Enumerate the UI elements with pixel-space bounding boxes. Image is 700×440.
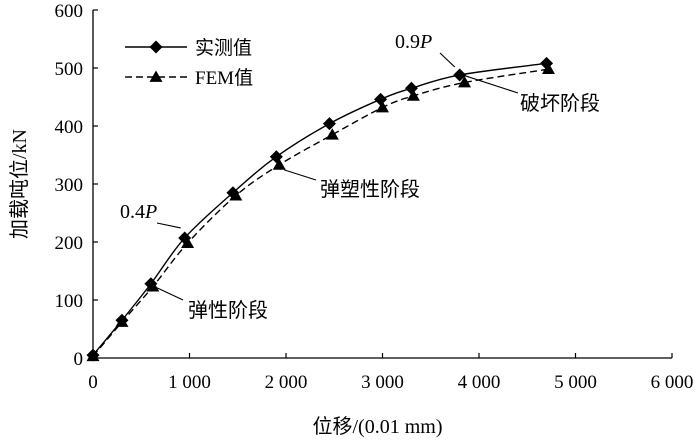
annotation-0.4P: 0.4P [120, 201, 157, 223]
triangle-marker [325, 128, 339, 140]
series-line [92, 68, 549, 357]
annotation-italic: P [144, 201, 157, 223]
x-tick-label: 2 000 [265, 372, 308, 393]
triangle-marker [541, 62, 555, 75]
series-line [92, 62, 547, 356]
x-axis-title: 位移/(0.01 mm) [313, 415, 443, 438]
annotation-failure-stage: 破坏阶段 [520, 92, 600, 115]
triangle-marker [376, 100, 389, 113]
legend-marker [149, 70, 163, 82]
y-tick-label: 500 [55, 59, 84, 80]
annotations: 0.4P 0.9P 弹性阶段 弹塑性阶段 破坏阶段 [120, 31, 600, 322]
y-tick-label: 400 [55, 117, 84, 138]
triangle-marker [458, 76, 472, 88]
triangle-marker [146, 280, 160, 292]
annotation-italic: P [419, 31, 432, 53]
x-tick-label: 4 000 [458, 372, 501, 393]
legend-label: 实测值 [195, 37, 252, 59]
series-layer [86, 56, 555, 362]
y-tick-label: 0 [74, 349, 84, 370]
triangle-marker [115, 315, 129, 327]
x-tick-label: 5 000 [554, 372, 597, 393]
triangle-marker [406, 89, 420, 101]
diamond-marker [374, 92, 388, 106]
legend: 实测值 FEM值 [125, 37, 253, 89]
triangle-marker [86, 349, 100, 362]
diamond-marker [404, 81, 418, 95]
legend-marker [149, 40, 163, 54]
legend-label: FEM值 [195, 67, 253, 89]
leader-line [284, 169, 317, 181]
y-tick-label: 600 [55, 1, 84, 22]
y-tick-label: 100 [55, 291, 84, 312]
leader-line [156, 287, 184, 301]
diamond-marker [453, 68, 467, 82]
y-tick-label: 200 [55, 233, 84, 254]
annotation-elastic-stage: 弹性阶段 [188, 299, 268, 322]
triangle-marker [272, 158, 286, 170]
leader-line [458, 73, 519, 94]
x-tick-label: 0 [88, 372, 98, 393]
x-tick-label: 6 000 [651, 372, 694, 393]
axes: 0 1 000 2 000 3 000 4 000 5 000 6 000 0 100 200 30… [55, 1, 694, 393]
leader-line [156, 222, 181, 229]
leader-line [439, 52, 456, 68]
y-axis-title: 加载吨位/kN [8, 129, 31, 239]
annotation-0.9P: 0.9P [395, 31, 432, 53]
x-tick-label: 1 000 [168, 372, 211, 393]
y-tick-label: 300 [55, 175, 84, 196]
x-tick-label: 3 000 [361, 372, 404, 393]
diamond-marker [322, 117, 336, 131]
triangle-marker [229, 189, 243, 201]
series-2 [86, 62, 555, 362]
triangle-marker [181, 236, 195, 249]
annotation-elastoplastic-stage: 弹塑性阶段 [320, 178, 420, 201]
